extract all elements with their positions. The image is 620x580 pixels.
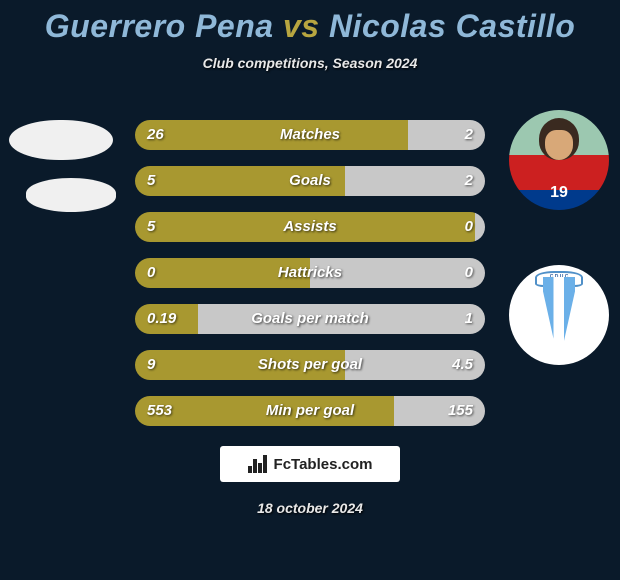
stat-label: Matches <box>135 120 485 150</box>
stat-label: Hattricks <box>135 258 485 288</box>
player2-jersey-number: 19 <box>550 184 568 202</box>
player1-name: Guerrero Pena <box>45 8 274 44</box>
stat-bar-row: 553155Min per goal <box>135 396 485 426</box>
footer-logo-text: FcTables.com <box>274 456 373 473</box>
player2-photo: 19 <box>509 110 609 210</box>
footer-date: 18 october 2024 <box>0 500 620 516</box>
bar-chart-icon <box>248 455 270 473</box>
stat-bars-container: 262Matches 52Goals 50Assists 00Hattricks 0.1… <box>135 120 485 442</box>
stat-bar-row: 94.5Shots per goal <box>135 350 485 380</box>
comparison-title: Guerrero Pena vs Nicolas Castillo <box>0 0 620 45</box>
stat-label: Goals <box>135 166 485 196</box>
stat-label: Goals per match <box>135 304 485 334</box>
player1-crest-placeholder <box>26 178 116 212</box>
stat-bar-row: 00Hattricks <box>135 258 485 288</box>
stat-label: Min per goal <box>135 396 485 426</box>
stat-bar-row: 52Goals <box>135 166 485 196</box>
stat-label: Shots per goal <box>135 350 485 380</box>
subtitle: Club competitions, Season 2024 <box>0 55 620 71</box>
stat-label: Assists <box>135 212 485 242</box>
footer-logo: FcTables.com <box>220 446 400 482</box>
stat-bar-row: 0.191Goals per match <box>135 304 485 334</box>
vs-text: vs <box>283 8 320 44</box>
crest-stripes <box>543 277 575 349</box>
player2-name: Nicolas Castillo <box>329 8 575 44</box>
stat-bar-row: 50Assists <box>135 212 485 242</box>
player2-avatar-column: 19 C D U C <box>504 110 614 420</box>
player1-avatar-column <box>6 110 116 267</box>
player1-photo-placeholder <box>9 120 113 160</box>
stat-bar-row: 262Matches <box>135 120 485 150</box>
player2-crest: C D U C <box>509 265 609 365</box>
